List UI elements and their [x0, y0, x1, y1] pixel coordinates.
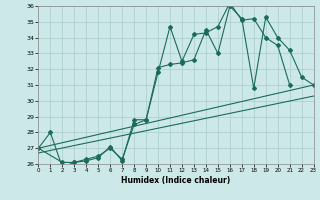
X-axis label: Humidex (Indice chaleur): Humidex (Indice chaleur): [121, 176, 231, 185]
